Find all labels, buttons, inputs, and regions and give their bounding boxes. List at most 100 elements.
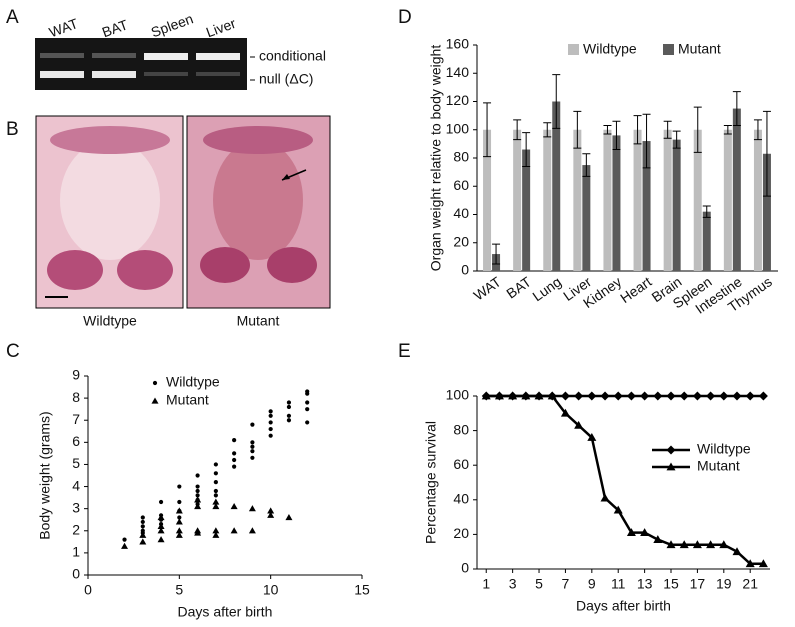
point <box>194 496 202 503</box>
point <box>212 502 220 510</box>
x-tick-label: 5 <box>535 576 543 592</box>
lane-label: Spleen <box>149 10 195 40</box>
point <box>213 493 218 498</box>
x-tick-label: 21 <box>742 576 758 592</box>
point <box>534 391 544 400</box>
x-axis-title: Days after birth <box>576 598 671 614</box>
photo-caption: Wildtype <box>83 313 137 329</box>
error-bar <box>582 153 591 177</box>
point <box>175 527 183 534</box>
x-tick-label: 10 <box>263 582 279 598</box>
point <box>195 473 200 478</box>
legend-marker <box>666 445 676 455</box>
point <box>230 527 238 534</box>
y-axis-title: Body weight (grams) <box>37 411 53 539</box>
error-bar <box>633 115 642 145</box>
band-label: conditional <box>259 48 326 64</box>
point <box>600 391 610 401</box>
point <box>175 531 183 538</box>
gel <box>35 38 247 90</box>
y-tick-label: 40 <box>453 205 469 221</box>
error-bar <box>663 120 672 139</box>
legend-label: Mutant <box>678 41 721 57</box>
point <box>139 531 147 538</box>
point <box>232 451 237 456</box>
point <box>232 464 237 469</box>
gel-band <box>40 53 84 58</box>
bar <box>573 129 582 271</box>
bar <box>483 129 492 271</box>
panel-label: D <box>398 7 412 28</box>
y-tick-label: 3 <box>72 499 80 515</box>
y-tick-label: 120 <box>446 92 470 108</box>
point <box>640 528 650 537</box>
point <box>732 391 742 401</box>
legend-marker <box>666 462 676 471</box>
panel-label: C <box>6 341 20 362</box>
point <box>213 471 218 476</box>
error-bar <box>732 91 741 127</box>
point <box>305 420 310 425</box>
x-tick-label: 5 <box>175 582 183 598</box>
point <box>547 391 557 400</box>
point <box>587 391 597 401</box>
point <box>213 462 218 467</box>
error-bar <box>483 102 492 158</box>
point <box>195 488 200 494</box>
x-tick-label: WAT <box>471 273 505 303</box>
error-bar <box>603 125 612 135</box>
point <box>250 449 255 454</box>
point <box>706 540 716 549</box>
bar <box>702 211 711 271</box>
y-tick-label: 80 <box>453 149 469 165</box>
point <box>286 400 292 405</box>
point <box>195 493 200 498</box>
lane-label: Liver <box>204 15 238 41</box>
bar <box>693 129 702 271</box>
legend-swatch <box>568 44 579 55</box>
point <box>481 391 491 400</box>
point <box>268 433 273 438</box>
lane-label: WAT <box>47 15 81 40</box>
y-tick-label: 40 <box>453 491 469 507</box>
bar <box>753 129 762 271</box>
point <box>177 484 182 489</box>
x-tick-label: 1 <box>482 576 490 592</box>
point <box>268 420 273 425</box>
error-bar <box>702 205 711 218</box>
y-tick-label: 1 <box>72 544 80 560</box>
point <box>494 391 504 400</box>
point <box>732 547 742 556</box>
y-tick-label: 80 <box>453 421 469 437</box>
point <box>157 536 165 543</box>
point <box>232 438 237 443</box>
error-bar <box>723 125 732 135</box>
point <box>195 484 200 489</box>
x-tick-label: 19 <box>716 576 732 592</box>
panel-label: A <box>6 7 19 28</box>
panel-label: E <box>398 341 411 362</box>
point <box>613 505 623 514</box>
y-tick-label: 160 <box>446 36 470 52</box>
error-bar <box>672 130 681 149</box>
legend-swatch <box>663 44 674 55</box>
gel-band <box>144 53 188 60</box>
line <box>486 394 764 566</box>
y-tick-label: 140 <box>446 64 470 80</box>
point <box>508 391 518 400</box>
gel-band <box>144 72 188 76</box>
point <box>560 408 570 417</box>
point <box>640 391 650 401</box>
point <box>267 511 275 518</box>
point <box>521 391 531 400</box>
y-tick-label: 0 <box>461 262 469 278</box>
photo <box>35 115 184 309</box>
error-bar <box>513 119 522 141</box>
bar <box>723 129 732 271</box>
x-tick-label: 13 <box>637 576 653 592</box>
point <box>666 391 676 401</box>
bar <box>552 101 561 271</box>
y-tick-label: 100 <box>446 120 470 136</box>
error-bar <box>573 110 582 149</box>
legend-label: Wildtype <box>166 374 220 390</box>
